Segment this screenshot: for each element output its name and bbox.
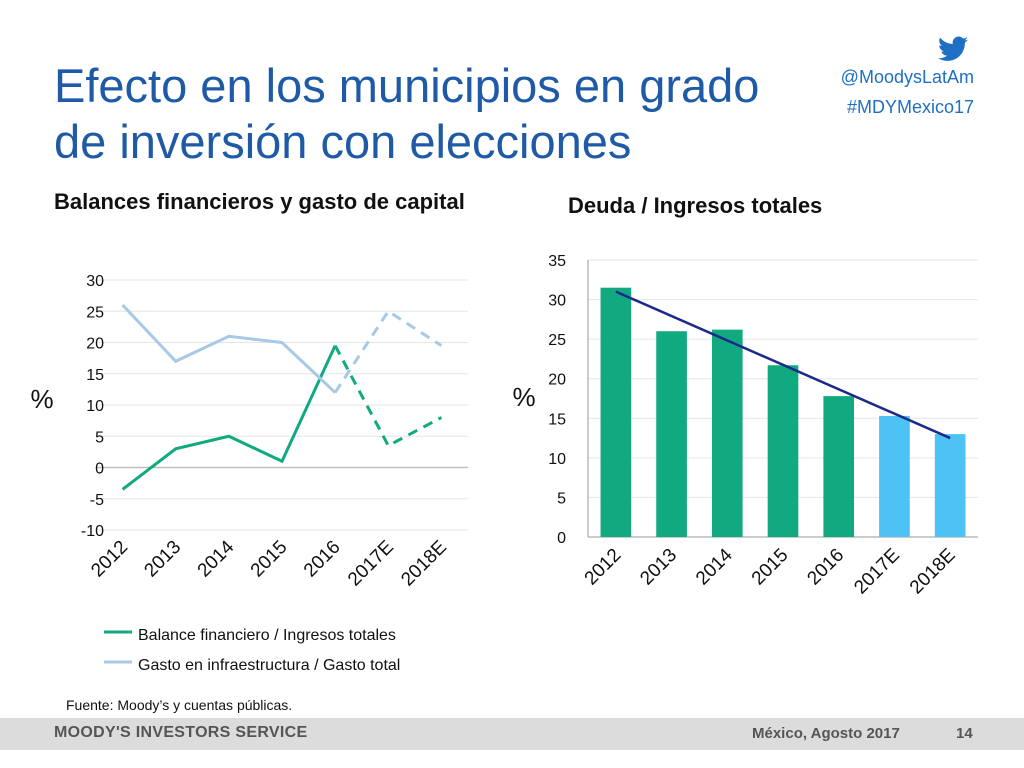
slide-title: Efecto en los municipios en grado de inv…: [54, 58, 834, 170]
left-y-tick-label: 0: [95, 461, 104, 478]
debt-bar: [934, 434, 966, 537]
right-x-tick-label: 2018E: [906, 545, 960, 599]
left-y-tick-labels: 30 25 20 15 10 5 0 -5 -10: [81, 273, 104, 540]
debt-bar: [656, 331, 687, 537]
slide-title-line-2: de inversión con elecciones: [54, 115, 632, 168]
right-x-tick-labels: 2012 2013 2014 2015 2016 2017E 2018E: [581, 544, 960, 598]
left-y-tick-label: 5: [95, 429, 104, 446]
left-y-tick-label: -10: [81, 523, 104, 540]
left-y-tick-label: -5: [90, 492, 104, 509]
debt-bar: [600, 287, 632, 537]
right-y-tick-label: 25: [548, 332, 566, 349]
left-x-tick-labels: 2012 2013 2014 2015 2016 2017E 2018E: [87, 536, 451, 590]
debt-bar: [767, 365, 799, 537]
left-x-tick-label: 2015: [247, 537, 292, 582]
right-x-tick-label: 2014: [692, 544, 737, 589]
right-x-tick-label: 2015: [748, 545, 793, 590]
debt-bar: [879, 415, 910, 537]
left-series-line-estimate: [333, 344, 443, 448]
left-legend: Balance financiero / Ingresos totales Ga…: [104, 627, 400, 674]
left-chart-title: Balances financieros y gasto de capital: [54, 189, 465, 214]
twitter-handle: @MoodysLatAm: [840, 67, 974, 87]
left-series-line-actual: [121, 303, 337, 394]
right-x-tick-label: 2013: [636, 545, 681, 590]
right-chart-title: Deuda / Ingresos totales: [568, 193, 823, 218]
right-y-tick-label: 35: [548, 253, 566, 270]
event-hashtag: #MDYMexico17: [846, 97, 974, 117]
left-y-tick-label: 15: [86, 367, 104, 384]
page-number: 14: [956, 725, 973, 742]
right-y-tick-label: 5: [557, 490, 566, 507]
debt-bar: [711, 329, 743, 537]
left-x-tick-label: 2016: [300, 537, 345, 582]
right-x-tick-label: 2012: [581, 545, 626, 590]
legend-label-balance: Balance financiero / Ingresos totales: [138, 627, 396, 644]
right-y-tick-label: 15: [548, 411, 566, 428]
right-x-tick-label: 2017E: [850, 545, 904, 599]
left-x-tick-label: 2017E: [344, 537, 398, 591]
right-y-tick-label: 10: [548, 451, 566, 468]
left-y-tick-label: 10: [86, 398, 104, 415]
right-x-tick-label: 2016: [804, 545, 849, 590]
right-y-axis-label: %: [512, 382, 535, 412]
debt-trendline: [615, 290, 951, 440]
footer-date: México, Agosto 2017: [752, 725, 900, 742]
left-series-lines: [121, 303, 443, 491]
left-x-tick-label: 2018E: [397, 537, 451, 591]
legend-label-infra: Gasto en infraestructura / Gasto total: [138, 657, 400, 674]
right-y-tick-label: 0: [557, 530, 566, 547]
footer-bar: MOODY'S INVESTORS SERVICE México, Agosto…: [0, 718, 1024, 750]
left-y-tick-label: 25: [86, 304, 104, 321]
left-grid: [96, 279, 468, 531]
slide-title-line-1: Efecto en los municipios en grado: [54, 59, 760, 112]
left-series-line-estimate: [333, 309, 443, 394]
left-x-tick-label: 2014: [194, 536, 239, 581]
right-y-tick-label: 30: [548, 293, 566, 310]
right-y-tick-label: 20: [548, 372, 566, 389]
left-series-line-actual: [121, 344, 337, 491]
social-handles: @MoodysLatAm #MDYMexico17: [841, 62, 974, 122]
source-note: Fuente: Moody’s y cuentas públicas.: [66, 697, 293, 713]
left-x-tick-label: 2012: [87, 537, 132, 582]
left-y-tick-label: 30: [86, 273, 104, 290]
footer-brand: MOODY'S INVESTORS SERVICE: [54, 724, 308, 741]
left-y-tick-label: 20: [86, 336, 104, 353]
right-bars: [600, 287, 966, 537]
left-y-axis-label: %: [30, 384, 53, 414]
right-y-tick-labels: 35 30 25 20 15 10 5 0: [548, 253, 566, 547]
twitter-bird-icon: [938, 36, 968, 61]
left-x-tick-label: 2013: [141, 537, 186, 582]
debt-bar: [823, 396, 855, 537]
